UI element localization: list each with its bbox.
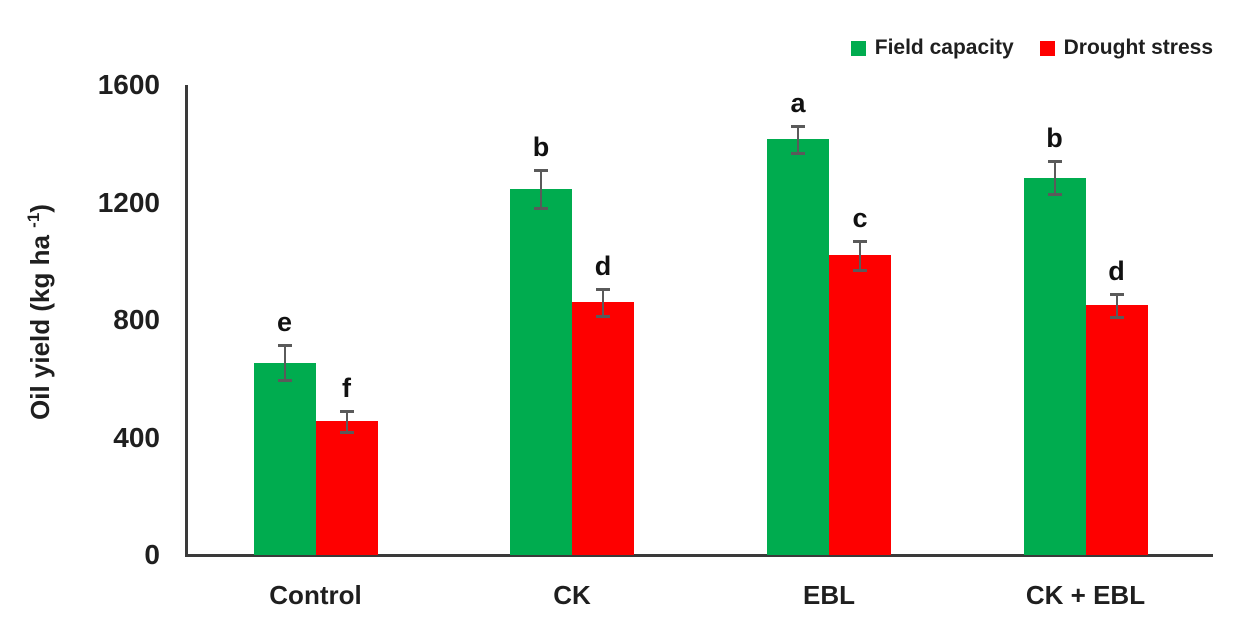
- y-tick-label: 1600: [97, 69, 160, 100]
- error-bar-cap-top: [277, 343, 292, 347]
- significance-letter: d: [1108, 255, 1125, 286]
- bar-field-capacity: [1023, 177, 1086, 555]
- x-axis-line: [185, 554, 1213, 557]
- significance-letter: f: [342, 373, 351, 404]
- error-bar-cap-bottom: [596, 314, 610, 318]
- error-bar-cap-bottom: [1109, 316, 1124, 320]
- error-bar-cap-bottom: [339, 430, 354, 434]
- error-bar-cap-top: [596, 288, 610, 292]
- error-bar-cap-top: [339, 410, 354, 414]
- error-bar-line: [540, 170, 542, 209]
- significance-letter: d: [594, 251, 612, 282]
- error-bar-cap-bottom: [791, 151, 805, 155]
- significance-letter: e: [276, 306, 293, 337]
- significance-letter: b: [532, 132, 550, 163]
- error-bar-line: [283, 344, 286, 381]
- legend-item-drought-stress: Drought stress: [1039, 36, 1213, 60]
- error-bar-cap-bottom: [1047, 192, 1062, 196]
- x-tick-label: CK: [553, 580, 591, 610]
- bar-field-capacity: [253, 362, 316, 555]
- drought-stress-swatch-icon: [1039, 40, 1055, 56]
- error-bar-cap-bottom: [534, 207, 548, 211]
- significance-letter: c: [852, 202, 868, 233]
- y-tick-label: 0: [144, 539, 160, 570]
- bar-field-capacity: [767, 139, 829, 555]
- error-bar-cap-top: [853, 239, 867, 243]
- legend-item-field-capacity: Field capacity: [850, 36, 1014, 60]
- significance-letter: a: [790, 88, 806, 119]
- chart-legend: Field capacity Drought stress: [850, 36, 1213, 60]
- x-tick-label: Control: [269, 580, 362, 610]
- error-bar-line: [1115, 293, 1118, 318]
- bar-drought-stress: [315, 421, 378, 555]
- error-bar-line: [1053, 161, 1056, 194]
- y-tick-label: 400: [113, 421, 160, 453]
- error-bar-line: [859, 240, 861, 271]
- error-bar-cap-top: [791, 125, 805, 129]
- error-bar-cap-top: [1047, 160, 1062, 164]
- y-tick-label: 800: [113, 304, 160, 335]
- error-bar-line: [797, 126, 799, 153]
- significance-letter: b: [1046, 123, 1063, 154]
- bar-drought-stress: [1085, 305, 1148, 555]
- field-capacity-swatch-icon: [850, 40, 866, 56]
- x-tick-label: CK + EBL: [1025, 580, 1146, 610]
- legend-label: Drought stress: [1063, 36, 1213, 59]
- y-tick-label: 1200: [97, 186, 160, 218]
- bar-drought-stress: [829, 255, 891, 555]
- error-bar-cap-top: [1109, 292, 1124, 296]
- error-bar-cap-top: [534, 169, 548, 173]
- legend-label: Field capacity: [874, 36, 1014, 59]
- bar-field-capacity: [510, 189, 572, 555]
- bar-drought-stress: [572, 302, 634, 555]
- y-axis-line: [185, 85, 188, 557]
- error-bar-line: [602, 289, 604, 316]
- error-bar-cap-bottom: [853, 269, 867, 273]
- x-tick-label: EBL: [803, 580, 855, 610]
- error-bar-line: [345, 411, 348, 432]
- error-bar-cap-bottom: [277, 379, 292, 383]
